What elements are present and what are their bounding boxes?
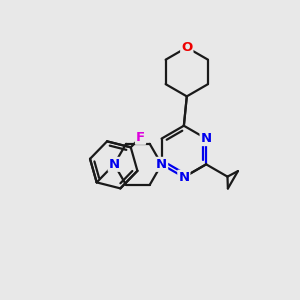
Text: N: N <box>156 158 167 171</box>
Text: F: F <box>136 131 145 144</box>
Text: O: O <box>181 41 192 54</box>
Text: N: N <box>178 171 189 184</box>
Text: N: N <box>201 132 212 145</box>
Text: N: N <box>109 158 120 171</box>
